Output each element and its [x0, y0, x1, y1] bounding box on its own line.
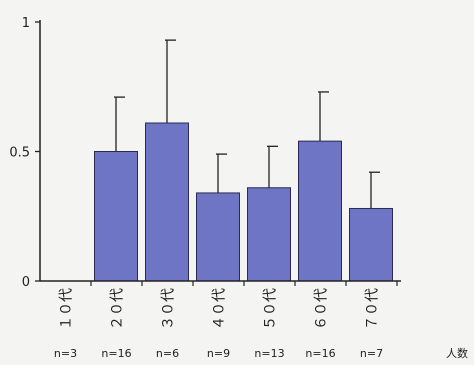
y-tick-label: 0.5 — [9, 146, 30, 161]
sample-size-label: n=3 — [54, 347, 77, 360]
bar — [145, 122, 189, 282]
y-tick-label: 0 — [22, 275, 30, 290]
bars — [94, 122, 393, 282]
category-label: ７０代 — [365, 288, 381, 330]
sample-size-label: n=16 — [305, 347, 335, 360]
bar — [247, 187, 291, 282]
sample-size-label: n=9 — [207, 347, 230, 360]
category-labels: １０代 ２０代 ３０代 ４０代 ５０代 ６０代 ７０代 — [59, 288, 381, 330]
error-bars — [114, 39, 380, 209]
category-label: １０代 — [59, 288, 75, 330]
sample-size-label: n=7 — [360, 347, 383, 360]
category-label: ３０代 — [161, 288, 177, 330]
category-label: ４０代 — [212, 288, 228, 330]
category-label: ２０代 — [110, 288, 126, 330]
bar — [298, 140, 342, 282]
bar — [196, 192, 240, 282]
sample-size-labels: n=3 n=16 n=6 n=9 n=13 n=16 n=7 人数 — [54, 347, 468, 360]
category-label: ６０代 — [314, 288, 330, 330]
category-label: ５０代 — [263, 288, 279, 330]
x-axis — [40, 280, 401, 286]
sample-size-axis-label: 人数 — [446, 347, 468, 360]
y-axis: 00.51 — [9, 16, 41, 290]
sample-size-label: n=6 — [156, 347, 179, 360]
y-tick-label: 1 — [22, 16, 30, 31]
sample-size-label: n=16 — [101, 347, 131, 360]
bar — [94, 151, 138, 282]
bar — [349, 207, 393, 282]
sample-size-label: n=13 — [254, 347, 284, 360]
